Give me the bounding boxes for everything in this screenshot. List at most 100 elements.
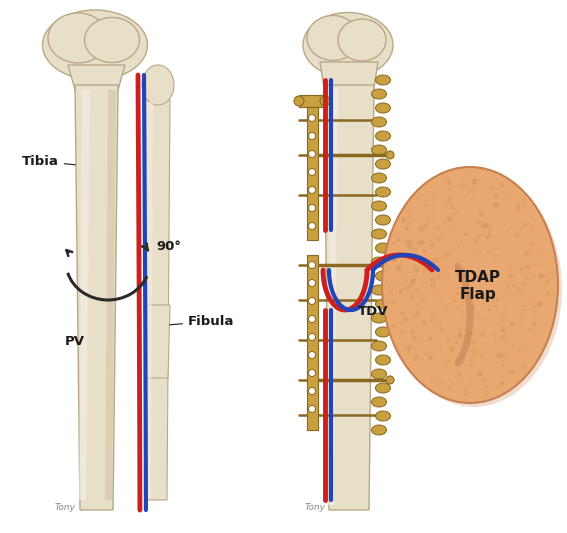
Ellipse shape [386,376,394,384]
Ellipse shape [488,391,490,393]
Ellipse shape [442,254,448,260]
Ellipse shape [485,235,489,239]
Ellipse shape [338,19,386,61]
Ellipse shape [483,222,488,228]
Ellipse shape [536,301,542,307]
Ellipse shape [386,261,394,269]
Ellipse shape [415,288,419,292]
Ellipse shape [400,311,404,316]
Ellipse shape [489,306,491,308]
Ellipse shape [525,276,531,281]
Polygon shape [75,85,118,510]
Ellipse shape [455,376,456,378]
Ellipse shape [401,217,407,223]
Ellipse shape [471,304,475,309]
Ellipse shape [494,194,498,198]
Ellipse shape [505,286,510,291]
Ellipse shape [489,309,490,310]
Ellipse shape [416,311,420,315]
Ellipse shape [413,279,416,281]
Ellipse shape [462,311,464,313]
Ellipse shape [462,183,466,187]
Ellipse shape [520,266,524,271]
Ellipse shape [497,187,500,190]
Ellipse shape [391,293,393,296]
Ellipse shape [420,281,422,284]
Ellipse shape [436,225,440,230]
Ellipse shape [507,289,509,291]
Ellipse shape [411,329,415,334]
Polygon shape [320,62,378,88]
Ellipse shape [528,223,530,224]
Text: Flap: Flap [460,287,496,303]
Ellipse shape [458,187,460,189]
Ellipse shape [308,115,315,122]
Ellipse shape [447,340,450,343]
Ellipse shape [407,344,413,350]
Polygon shape [105,90,116,500]
Ellipse shape [392,324,396,328]
Ellipse shape [436,274,441,279]
Ellipse shape [430,282,435,288]
Ellipse shape [405,346,411,352]
Ellipse shape [451,244,454,246]
Ellipse shape [48,13,108,63]
Ellipse shape [472,349,479,355]
Ellipse shape [375,187,391,197]
Ellipse shape [494,296,499,300]
Ellipse shape [430,243,434,246]
Ellipse shape [375,243,391,253]
Text: TDV: TDV [358,305,388,318]
Ellipse shape [429,338,433,341]
Ellipse shape [485,386,488,388]
Ellipse shape [469,349,475,353]
Ellipse shape [423,224,428,229]
Text: 90°: 90° [156,240,181,253]
Ellipse shape [454,301,456,303]
Ellipse shape [460,280,465,285]
Ellipse shape [404,317,409,322]
Ellipse shape [404,254,406,256]
Ellipse shape [447,180,451,184]
Ellipse shape [458,378,460,380]
Ellipse shape [457,305,458,307]
Ellipse shape [371,145,387,155]
Ellipse shape [469,378,471,381]
Ellipse shape [539,276,543,280]
Ellipse shape [308,168,315,175]
Ellipse shape [458,287,460,289]
Ellipse shape [479,236,481,238]
Ellipse shape [495,291,497,293]
Ellipse shape [494,254,498,257]
Ellipse shape [428,213,429,214]
Ellipse shape [472,289,475,293]
Ellipse shape [308,279,315,287]
Ellipse shape [501,352,506,357]
Ellipse shape [371,341,387,351]
Ellipse shape [375,103,391,113]
Ellipse shape [388,285,391,288]
Ellipse shape [523,288,526,290]
Ellipse shape [308,133,315,140]
Ellipse shape [401,261,403,262]
Ellipse shape [530,229,533,232]
Ellipse shape [542,278,543,279]
Ellipse shape [469,364,473,367]
Ellipse shape [308,406,315,413]
Ellipse shape [501,327,505,332]
Ellipse shape [523,223,528,228]
Ellipse shape [411,335,416,341]
Ellipse shape [521,343,525,347]
Ellipse shape [458,327,463,332]
Ellipse shape [84,18,139,62]
Ellipse shape [458,332,463,337]
Ellipse shape [425,352,428,356]
Ellipse shape [392,243,395,245]
Ellipse shape [308,262,315,269]
Ellipse shape [537,252,540,255]
Ellipse shape [505,308,507,310]
Ellipse shape [456,341,460,345]
Ellipse shape [43,10,147,80]
Ellipse shape [460,240,463,244]
Polygon shape [146,102,153,498]
